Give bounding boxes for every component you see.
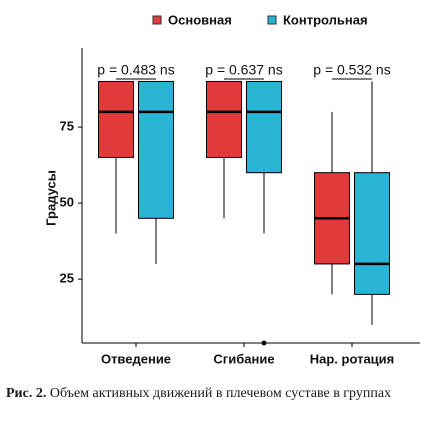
- box: [206, 80, 242, 158]
- x-tick-label: Сгибание: [213, 351, 274, 366]
- legend-swatch: [267, 15, 277, 25]
- legend-swatch: [152, 15, 162, 25]
- box: [246, 80, 282, 174]
- annotation: p = 0.637 ns: [205, 62, 282, 78]
- y-tick-label: 25: [60, 271, 74, 286]
- box: [98, 80, 134, 158]
- legend-label: Основная: [168, 12, 232, 27]
- caption-label: Рис. 2.: [6, 386, 47, 401]
- annotation: p = 0.532 ns: [313, 62, 390, 78]
- legend-label: Контрольная: [283, 12, 368, 27]
- y-axis-label: Градусы: [43, 170, 58, 226]
- caption: Рис. 2. Объем активных движений в плечев…: [6, 385, 421, 402]
- y-tick-label: 75: [60, 119, 74, 134]
- annotation: p = 0.483 ns: [97, 62, 174, 78]
- outlier: [261, 340, 267, 346]
- x-tick-label: Нар. ротация: [310, 351, 395, 366]
- y-tick-label: 50: [60, 195, 74, 210]
- box: [138, 80, 174, 219]
- x-tick-label: Отведение: [101, 351, 171, 366]
- box: [354, 172, 390, 295]
- chart: Градусы 25 50 75 Основная Контрольная Отведен…: [43, 12, 420, 366]
- caption-text: Объем активных движений в плечевом суста…: [49, 386, 392, 401]
